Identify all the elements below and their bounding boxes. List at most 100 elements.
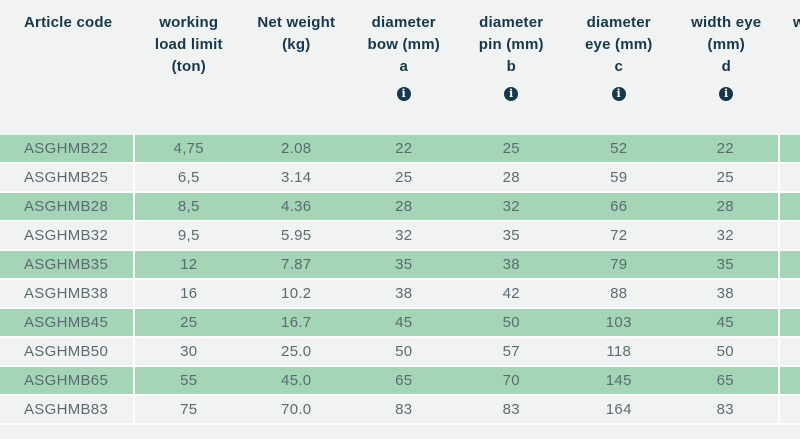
info-icon[interactable]: i [396,87,411,101]
cell-article-code: ASGHMB83 [0,396,135,423]
cell-net-weight: 7.87 [281,256,312,273]
column-header-width-eye-line: (mm) [707,36,745,53]
cell-net-weight: 45.0 [281,372,312,389]
cell-diameter-bow: 45 [395,314,413,331]
cell-diameter-eye: 66 [610,198,628,215]
cell-truncated-column [780,396,800,423]
column-header-width-eye-line: width eye [691,14,762,31]
cell-truncated-column [780,251,800,278]
cell-diameter-bow: 32 [395,227,413,244]
cell-article-code: ASGHMB45 [0,309,135,336]
cell-net-weight: 4.36 [281,198,312,215]
cell-width-eye: 28 [673,193,780,220]
table-row: ASGHMB28 8,5 4.36 28 32 66 28 [0,193,800,222]
table-body: ASGHMB22 4,75 2.08 22 25 52 22 ASGHMB25 6,5 3.14 2… [0,135,800,425]
table-row: ASGHMB65 55 45.0 65 70 145 65 [0,367,800,396]
cell-width-eye: 32 [673,222,780,249]
cell-width-eye: 50 [673,338,780,365]
cell-diameter-pin: 42 [502,285,520,302]
cell-net-weight: 70.0 [281,401,312,418]
cell-diameter-pin: 38 [502,256,520,273]
column-header-working-load-limit-line: load limit [154,36,223,53]
cell-diameter-pin: 25 [502,140,520,157]
column-header-diameter-bow: diameter bow (mm) a i [350,0,458,135]
cell-width-eye: 22 [673,135,780,162]
table-row: ASGHMB32 9,5 5.95 32 35 72 32 [0,222,800,251]
cell-net-weight: 3.14 [281,169,312,186]
info-icon[interactable]: i [719,87,734,101]
table-row: ASGHMB83 75 70.0 83 83 164 83 [0,396,800,425]
table-row: ASGHMB22 4,75 2.08 22 25 52 22 [0,135,800,164]
column-header-diameter-pin: diameter pin (mm) b i [458,0,566,135]
cell-truncated-column [780,309,800,336]
info-icon[interactable]: i [611,87,626,101]
cell-net-weight: 5.95 [281,227,312,244]
cell-diameter-eye: 118 [606,343,632,360]
cell-working-load-limit: 25 [180,314,198,331]
cell-working-load-limit: 12 [180,256,198,273]
cell-diameter-pin: 28 [502,169,520,186]
cell-diameter-pin: 83 [502,401,520,418]
cell-diameter-bow: 25 [395,169,413,186]
column-header-diameter-bow-line: diameter [371,14,436,31]
cell-diameter-bow: 65 [395,372,413,389]
cell-working-load-limit: 8,5 [177,198,200,215]
column-header-article-code-line: Article code [24,14,113,31]
cell-diameter-eye: 88 [610,285,628,302]
column-header-working-load-limit-line: working [159,14,219,31]
cell-truncated-column [780,338,800,365]
cell-working-load-limit: 4,75 [173,140,204,157]
table-row: ASGHMB50 30 25.0 50 57 118 50 [0,338,800,367]
column-letter-width-eye: d [721,58,731,75]
cell-working-load-limit: 9,5 [177,227,200,244]
cell-working-load-limit: 55 [180,372,198,389]
table-row: ASGHMB38 16 10.2 38 42 88 38 [0,280,800,309]
cell-diameter-bow: 22 [395,140,413,157]
column-header-diameter-bow-line: bow (mm) [367,36,440,53]
cell-working-load-limit: 30 [180,343,198,360]
truncated-column-label: w [793,14,800,31]
cell-width-eye: 35 [673,251,780,278]
cell-article-code: ASGHMB22 [0,135,135,162]
cell-diameter-bow: 35 [395,256,413,273]
cell-diameter-bow: 28 [395,198,413,215]
column-header-diameter-pin-line: diameter [479,14,544,31]
column-header-working-load-limit: working load limit (ton) [135,0,243,135]
column-letter-diameter-bow: a [399,58,409,75]
cell-diameter-pin: 57 [502,343,520,360]
cell-diameter-eye: 164 [605,401,632,418]
cell-article-code: ASGHMB38 [0,280,135,307]
cell-article-code: ASGHMB28 [0,193,135,220]
cell-diameter-eye: 59 [610,169,628,186]
cell-working-load-limit: 6,5 [177,169,200,186]
column-header-diameter-eye-line: diameter [586,14,651,31]
cell-diameter-bow: 50 [395,343,413,360]
cell-diameter-eye: 52 [610,140,628,157]
column-header-article-code: Article code [0,0,135,135]
cell-net-weight: 16.7 [281,314,312,331]
product-spec-table: Article code working load limit (ton) Net we… [0,0,800,425]
table-row: ASGHMB45 25 16.7 45 50 103 45 [0,309,800,338]
cell-article-code: ASGHMB25 [0,164,135,191]
column-letter-diameter-pin: b [506,58,516,75]
cell-net-weight: 2.08 [281,140,312,157]
cell-diameter-bow: 83 [395,401,413,418]
column-header-diameter-eye-line: eye (mm) [585,36,653,53]
cell-article-code: ASGHMB35 [0,251,135,278]
column-header-net-weight-line: (kg) [282,36,311,53]
cell-width-eye: 83 [673,396,780,423]
cell-width-eye: 65 [673,367,780,394]
cell-net-weight: 10.2 [281,285,312,302]
cell-diameter-eye: 72 [610,227,628,244]
cell-diameter-pin: 70 [502,372,520,389]
cell-diameter-pin: 50 [502,314,520,331]
cell-working-load-limit: 75 [180,401,198,418]
column-header-diameter-eye: diameter eye (mm) c i [565,0,673,135]
cell-net-weight: 25.0 [281,343,312,360]
cell-width-eye: 45 [673,309,780,336]
info-icon[interactable]: i [504,87,519,101]
cell-article-code: ASGHMB32 [0,222,135,249]
table-header-row: Article code working load limit (ton) Net we… [0,0,800,135]
table-row: ASGHMB25 6,5 3.14 25 28 59 25 [0,164,800,193]
cell-diameter-pin: 35 [502,227,520,244]
